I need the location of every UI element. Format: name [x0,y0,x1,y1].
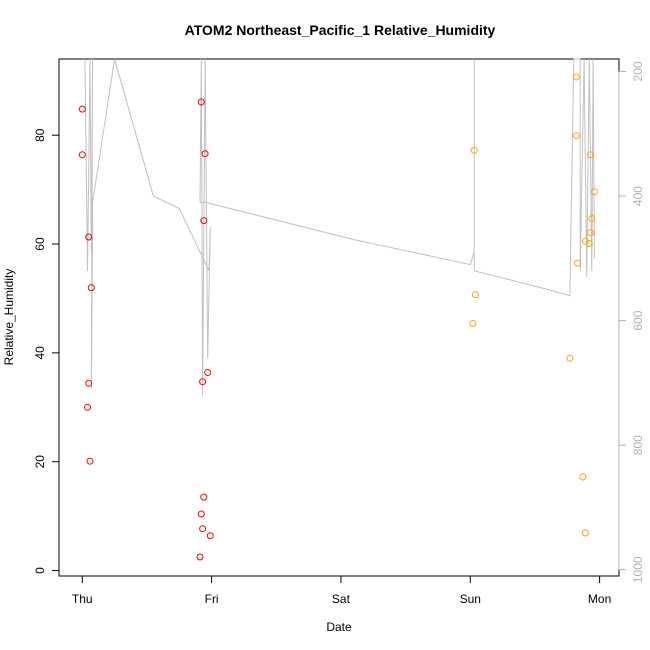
data-point [197,98,205,106]
y-right-tick-label: 200 [631,61,645,81]
data-point [197,510,205,518]
track-line-layer [84,58,595,396]
y-tick-label: 80 [33,128,47,142]
data-points-layer [78,73,598,561]
data-point [581,237,589,245]
data-point [469,320,477,327]
data-point [579,473,587,481]
chart-title: ATOM2 Northeast_Pacific_1 Relative_Humid… [185,22,496,38]
x-tick-label: Fri [205,592,219,606]
data-point [206,532,214,540]
y-right-tick-label: 800 [631,435,645,455]
data-point [585,240,593,247]
y-axis-right: 200 400 600 800 1000 [618,61,645,583]
x-axis: Thu Fri Sat Sun Mon [72,575,611,606]
y-right-tick-label: 400 [631,186,645,206]
data-point [87,284,95,292]
x-tick-label: Mon [588,592,611,606]
data-point [471,291,479,299]
y-right-tick-label: 1000 [631,556,645,583]
data-point [204,369,212,376]
data-point [85,233,93,241]
data-point [86,457,94,465]
y-tick-label: 60 [33,237,47,251]
data-point [85,379,93,387]
data-point [581,529,589,537]
track-line [84,58,595,396]
data-point [574,259,582,267]
data-point [200,217,208,225]
data-point [566,354,574,362]
data-point [572,73,580,81]
data-point [199,525,207,533]
data-point [572,132,580,140]
x-tick-label: Sun [460,592,481,606]
y-tick-label: 0 [33,567,47,574]
data-point [78,151,86,159]
y-axis-label: Relative_Humidity [2,269,16,366]
data-point [587,229,594,237]
data-point [588,215,596,222]
x-tick-label: Sat [332,592,351,606]
y-right-tick-label: 600 [631,310,645,330]
x-tick-label: Thu [72,592,93,606]
data-point [201,150,209,158]
x-axis-label: Date [326,620,352,634]
data-point [84,403,91,411]
y-axis-left: 0 20 40 60 80 [33,128,60,574]
y-tick-label: 20 [33,455,47,469]
data-point [196,553,204,561]
data-point [199,378,207,386]
data-point [587,151,594,159]
data-point [200,493,208,501]
data-point [590,188,598,196]
data-point [78,105,86,113]
data-point [470,146,478,154]
plot-frame [58,58,620,577]
y-tick-label: 40 [33,346,47,360]
